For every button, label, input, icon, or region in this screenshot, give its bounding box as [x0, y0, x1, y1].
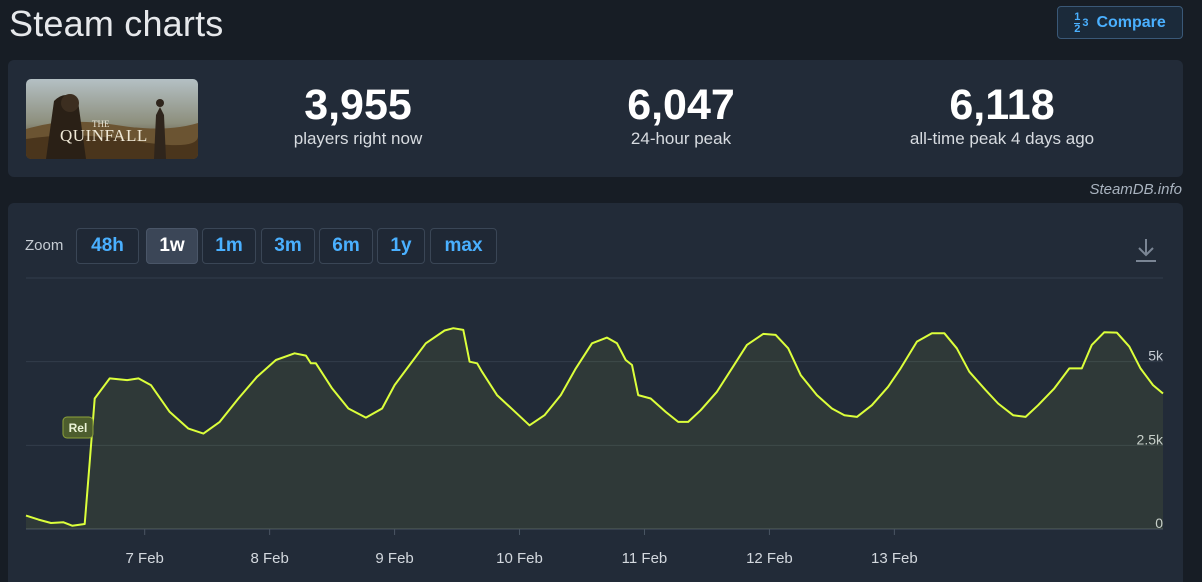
current-players-label: players right now [293, 129, 423, 148]
zoom-max-button[interactable]: max [430, 228, 497, 264]
download-icon[interactable] [1133, 237, 1159, 265]
x-tick-label: 8 Feb [250, 550, 288, 567]
stat-alltime-peak: 6,118 all-time peak 4 days ago [872, 82, 1132, 150]
stats-panel: THE QUINFALL 3,955 players right now 6,0… [8, 60, 1183, 177]
zoom-1w-button[interactable]: 1w [146, 228, 198, 264]
zoom-1y-button[interactable]: 1y [377, 228, 425, 264]
game-logo-text-2: QUINFALL [60, 126, 148, 145]
y-tick-label: 2.5k [1137, 431, 1164, 447]
y-tick-label: 0 [1155, 515, 1163, 531]
stat-current-players: 3,955 players right now [258, 82, 458, 150]
zoom-3m-button[interactable]: 3m [261, 228, 315, 264]
x-tick-label: 12 Feb [746, 550, 793, 567]
compare-label: Compare [1096, 13, 1166, 31]
current-players-value: 3,955 [304, 81, 412, 129]
x-tick-label: 9 Feb [375, 550, 413, 567]
release-annotation-label: Rel [69, 421, 88, 435]
zoom-6m-button[interactable]: 6m [319, 228, 373, 264]
zoom-1m-button[interactable]: 1m [202, 228, 256, 264]
game-capsule-image[interactable]: THE QUINFALL [26, 79, 198, 159]
alltime-peak-label: all-time peak 4 days ago [909, 129, 1095, 148]
peak-24h-label: 24-hour peak [630, 129, 732, 148]
zoom-48h-button[interactable]: 48h [76, 228, 139, 264]
x-tick-label: 11 Feb [622, 550, 668, 567]
zoom-label: Zoom [25, 237, 64, 254]
series-line [25, 327, 1164, 527]
fraction-icon-digit: 3 [1082, 16, 1089, 29]
x-tick-label: 13 Feb [871, 550, 918, 567]
y-tick-label: 5k [1148, 348, 1164, 364]
page-title: Steam charts [9, 3, 224, 44]
source-credit[interactable]: SteamDB.info [1089, 181, 1182, 198]
series-area [26, 328, 1163, 529]
alltime-peak-value: 6,118 [949, 81, 1055, 129]
game-logo-text-1: THE [92, 119, 110, 129]
x-tick-label: 7 Feb [126, 550, 164, 567]
release-annotation-badge [62, 416, 94, 439]
x-tick-label: 10 Feb [496, 550, 543, 567]
peak-24h-value: 6,047 [627, 81, 735, 129]
stat-24h-peak: 6,047 24-hour peak [581, 82, 781, 150]
